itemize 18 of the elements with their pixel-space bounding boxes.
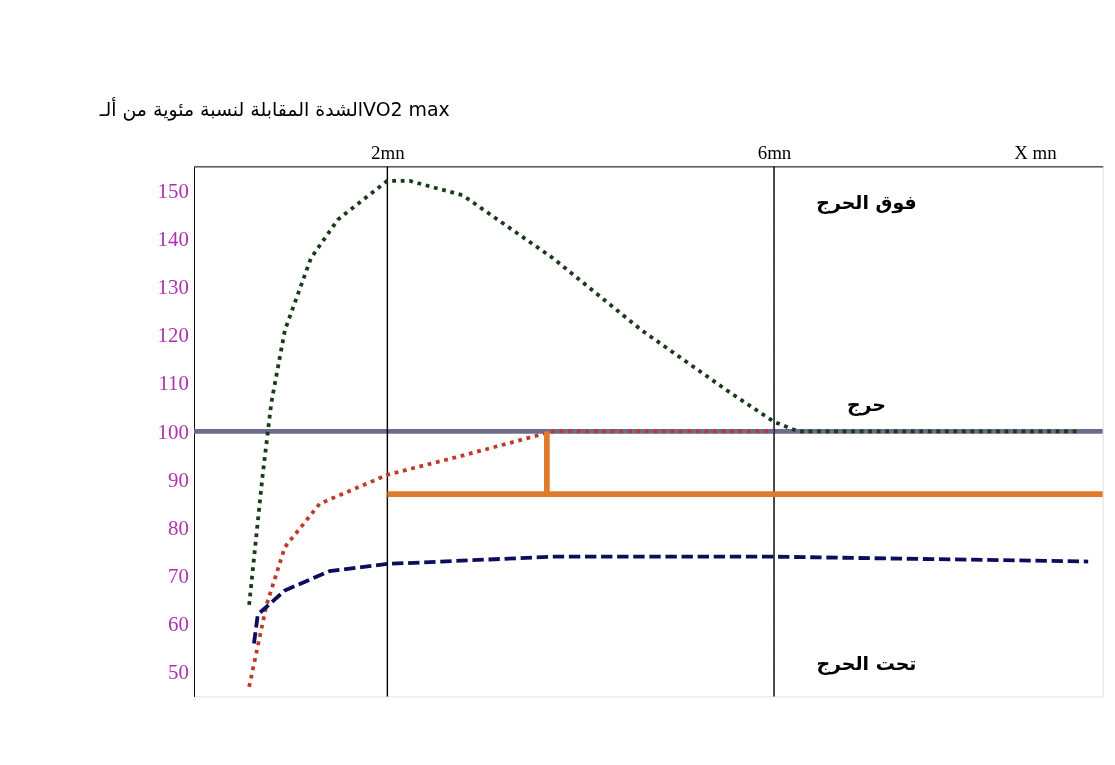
- y-tick-label: 90: [168, 467, 189, 492]
- y-tick-label: 150: [157, 178, 189, 203]
- annotation: فوق الحرج: [816, 191, 917, 215]
- y-tick-label: 50: [168, 660, 189, 685]
- x-tick-label: X mn: [1014, 142, 1058, 164]
- annotation: تحت الحرج: [816, 652, 917, 676]
- y-tick-label: 130: [157, 274, 189, 299]
- y-tick-label: 70: [168, 564, 189, 589]
- y-axis-title: الشدة المقابلة لنسبة مئوية من ألـVO2 max: [98, 96, 450, 121]
- y-tick-label: 80: [168, 515, 189, 540]
- y-tick-label: 60: [168, 612, 189, 637]
- y-tick-label: 100: [157, 419, 189, 444]
- x-tick-label: 2mn: [371, 142, 406, 164]
- y-tick-label: 120: [157, 323, 189, 348]
- y-tick-label: 110: [158, 371, 189, 396]
- x-tick-label: 6mn: [757, 142, 792, 164]
- y-tick-label: 140: [157, 226, 189, 251]
- annotation: حرج: [846, 392, 886, 416]
